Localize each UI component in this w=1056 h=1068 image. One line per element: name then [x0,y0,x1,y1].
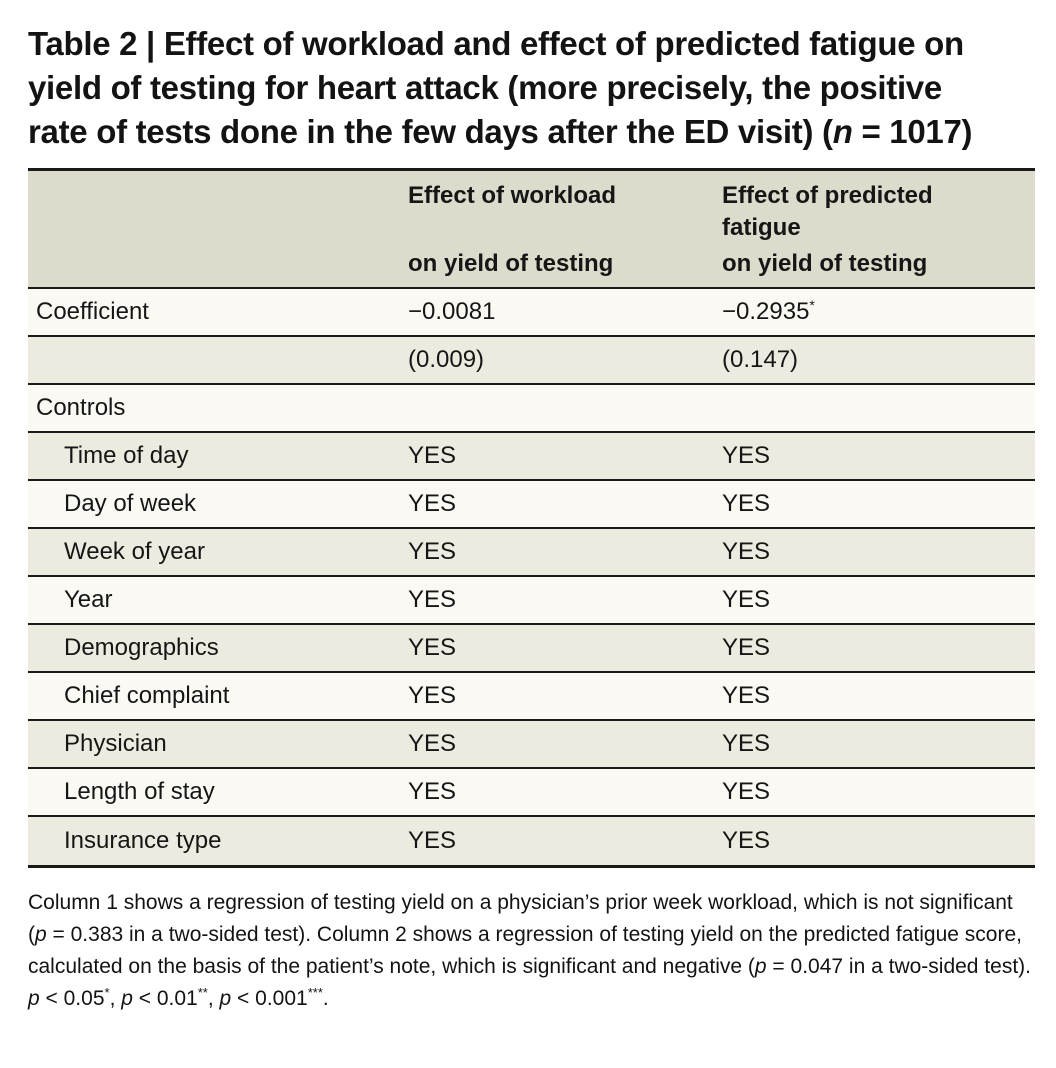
p-italic: p [754,955,767,978]
row-physician: Physician YES YES [28,721,1035,769]
row-label: Insurance type [64,827,222,854]
row-chief-complaint: Chief complaint YES YES [28,673,1035,721]
row-label: Time of day [64,442,189,469]
table-title: Table 2 | Effect of workload and effect … [28,22,1035,154]
control-value: YES [408,634,457,661]
two-stars: ** [197,985,208,1000]
control-value: YES [408,538,457,565]
footnote-paragraph: Column 1 shows a regression of testing y… [28,891,1031,978]
header-workload-subtitle: on yield of testing [408,250,614,277]
row-coefficient: Coefficient −0.0081 −0.2935* [28,289,1035,337]
row-insurance-type: Insurance type YES YES [28,817,1035,865]
title-line-1: Table 2 | Effect of workload and effect … [28,25,964,62]
header-workload-title: Effect of workload [408,182,617,209]
significance-legend: p < 0.05*, p < 0.01**, p < 0.001***. [28,985,329,1010]
one-star: * [104,985,110,1000]
control-value: YES [722,682,771,709]
header-fatigue-subtitle: on yield of testing [722,250,928,277]
control-value: YES [408,586,457,613]
row-year: Year YES YES [28,577,1035,625]
controls-section-label: Controls [36,394,126,421]
control-value: YES [408,490,457,517]
coefficient-fatigue-value: −0.2935* [722,297,815,325]
row-length-of-stay: Length of stay YES YES [28,769,1035,817]
header-cell-workload: Effect of workload on yield of testing [400,171,714,287]
significance-asterisk: * [809,297,815,313]
control-value: YES [722,634,771,661]
control-value: YES [722,778,771,805]
p-italic: p [35,923,47,946]
row-label: Chief complaint [64,682,230,709]
control-value: YES [722,442,771,469]
control-value: YES [722,586,771,613]
control-value: YES [408,682,457,709]
row-label: Length of stay [64,778,215,805]
row-time-of-day: Time of day YES YES [28,433,1035,481]
table-footnote: Column 1 shows a regression of testing y… [28,887,1035,1015]
three-stars: *** [307,985,323,1000]
row-label: Demographics [64,634,219,661]
row-week-of-year: Week of year YES YES [28,529,1035,577]
control-value: YES [408,827,457,854]
title-line-3: rate of tests done in the few days after… [28,113,973,150]
row-label: Physician [64,730,167,757]
header-cell-empty [28,171,400,287]
row-label: Week of year [64,538,205,565]
row-day-of-week: Day of week YES YES [28,481,1035,529]
control-value: YES [722,490,771,517]
control-value: YES [408,778,457,805]
row-demographics: Demographics YES YES [28,625,1035,673]
control-value: YES [722,538,771,565]
row-controls-section: Controls [28,385,1035,433]
header-cell-fatigue: Effect of predicted fatigue on yield of … [714,171,1035,287]
control-value: YES [408,730,457,757]
table-header-row: Effect of workload on yield of testing E… [28,171,1035,289]
row-standard-errors: (0.009) (0.147) [28,337,1035,385]
row-label: Day of week [64,490,197,517]
control-value: YES [722,730,771,757]
header-fatigue-title: Effect of predicted fatigue [722,182,933,241]
row-label: Coefficient [36,298,149,325]
control-value: YES [408,442,457,469]
regression-table: Effect of workload on yield of testing E… [28,168,1035,868]
se-workload-value: (0.009) [408,346,485,373]
control-value: YES [722,827,771,854]
sample-size-n: n [832,113,853,150]
coefficient-workload-value: −0.0081 [408,298,496,325]
title-line-2: yield of testing for heart attack (more … [28,69,942,106]
row-label: Year [64,586,113,613]
se-fatigue-value: (0.147) [722,346,799,373]
